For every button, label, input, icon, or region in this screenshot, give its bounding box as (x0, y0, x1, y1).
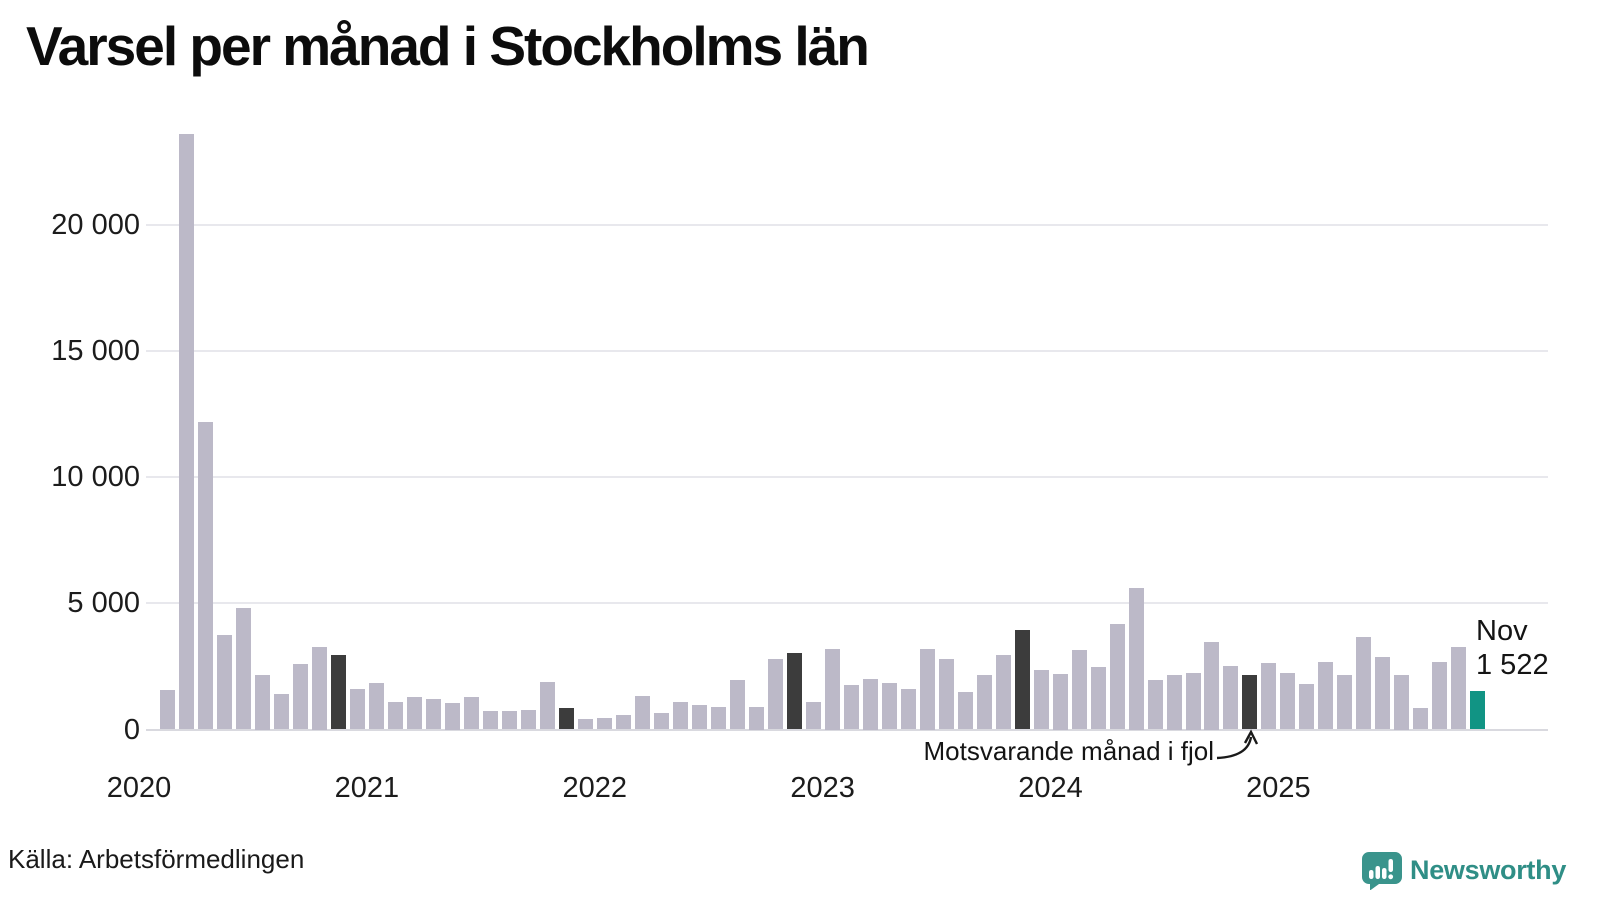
bar (843, 685, 859, 730)
bar (1470, 691, 1486, 730)
bar (463, 697, 479, 730)
bar (1204, 641, 1220, 730)
bar (976, 675, 992, 730)
bar (596, 717, 612, 730)
bar (1451, 646, 1467, 730)
y-axis-tick-label: 0 (123, 713, 140, 746)
bar (236, 608, 251, 730)
bar (349, 688, 365, 730)
last-point-value: 1 522 (1476, 649, 1549, 681)
bar (368, 683, 384, 730)
bar (1318, 662, 1334, 730)
bar (938, 659, 954, 730)
bar (634, 695, 650, 730)
gridline (146, 728, 1548, 731)
x-axis-year-label: 2025 (1246, 772, 1311, 804)
bar (786, 652, 802, 730)
bar (406, 697, 422, 730)
bar (1147, 680, 1163, 730)
gridline (146, 350, 1548, 353)
bar (672, 701, 688, 730)
bar (1413, 707, 1429, 730)
bar (1356, 637, 1372, 730)
y-axis-tick-label: 20 000 (51, 209, 140, 241)
gridline (146, 602, 1548, 605)
bar (1394, 675, 1410, 730)
bar (1128, 587, 1144, 730)
bar (179, 134, 194, 730)
bar (1375, 656, 1391, 730)
bar (710, 707, 726, 730)
bar (254, 674, 270, 730)
bar (805, 702, 821, 730)
bar (995, 654, 1011, 730)
bar (900, 689, 916, 730)
x-axis-year-label: 2020 (106, 772, 172, 804)
x-axis-year-label: 2023 (790, 772, 855, 804)
bar (653, 712, 669, 730)
x-axis-year-label: 2022 (562, 772, 628, 804)
source-credit: Källa: Arbetsförmedlingen (8, 844, 305, 874)
y-axis-tick-label: 5 000 (67, 587, 140, 620)
bar (1109, 624, 1125, 730)
bar (273, 693, 289, 730)
x-axis-year-label: 2021 (334, 772, 400, 804)
bar (881, 682, 897, 730)
bar (387, 701, 403, 730)
bar (1337, 675, 1353, 730)
bar (444, 703, 460, 730)
bar (217, 634, 232, 730)
bar (1071, 649, 1087, 730)
bar (198, 421, 213, 730)
bar (1242, 674, 1258, 730)
bar (1223, 666, 1239, 730)
bar (729, 680, 745, 730)
newsworthy-logo-icon (1362, 852, 1402, 890)
annotation-label: Motsvarande månad i fjol (923, 736, 1214, 766)
bar (767, 659, 783, 730)
x-axis-year-label: 2024 (1018, 772, 1083, 804)
newsworthy-wordmark: Newsworthy (1410, 855, 1567, 885)
bar (311, 646, 327, 730)
y-axis-tick-label: 10 000 (51, 461, 140, 494)
bar (1166, 674, 1182, 730)
bar (824, 648, 840, 730)
gridline (146, 476, 1548, 479)
bar (1299, 684, 1315, 730)
gridline (146, 224, 1548, 226)
bar (1280, 673, 1296, 730)
bar (482, 710, 498, 730)
bar (1090, 666, 1106, 730)
last-point-label: Nov 1 522 (1476, 614, 1549, 682)
bar (558, 707, 574, 730)
bar (615, 715, 631, 730)
bar (539, 682, 555, 730)
bar (425, 699, 441, 730)
y-axis-tick-label: 15 000 (51, 335, 140, 368)
bar (1014, 630, 1030, 730)
bar (1052, 673, 1068, 730)
bar (501, 710, 517, 730)
chart-title: Varsel per månad i Stockholms län (26, 15, 870, 77)
bar (577, 718, 593, 730)
bar (1185, 673, 1201, 730)
bar (330, 655, 346, 730)
bar (160, 690, 175, 730)
bar (957, 691, 973, 730)
bar (1033, 669, 1049, 730)
bar (1261, 662, 1277, 730)
bar (919, 649, 935, 730)
bar (520, 709, 536, 730)
bar (748, 707, 764, 730)
bar (1432, 662, 1448, 730)
bar (292, 664, 308, 730)
last-point-month: Nov (1476, 615, 1528, 647)
bar (691, 704, 707, 730)
bar (862, 678, 878, 730)
